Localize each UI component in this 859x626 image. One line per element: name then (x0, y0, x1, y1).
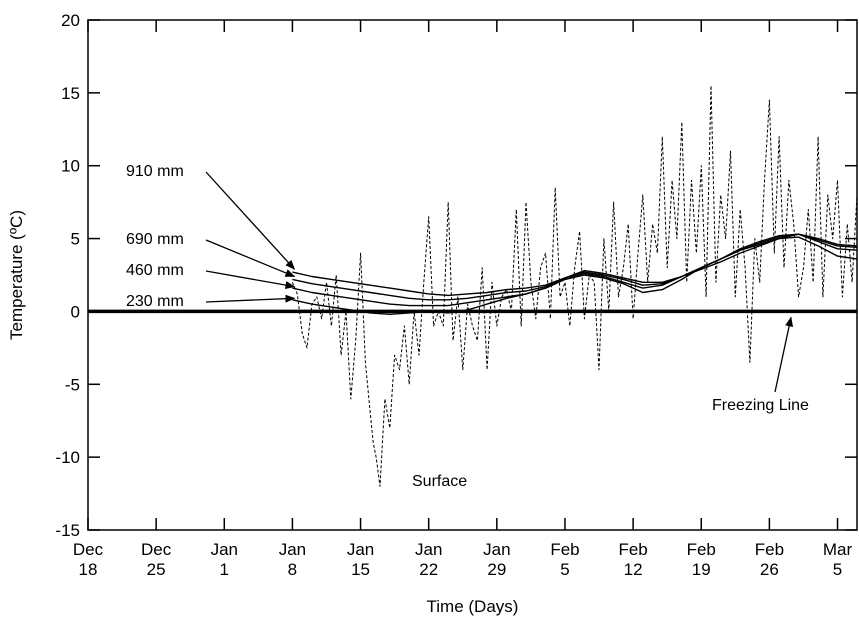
x-tick-label-month: Feb (755, 540, 784, 559)
x-tick-label-day: 5 (560, 560, 569, 579)
arrow-230mm (205, 294, 296, 303)
x-tick-label-day: 18 (79, 560, 98, 579)
x-tick-label-month: Jan (211, 540, 238, 559)
plot-frame (87, 19, 858, 531)
x-tick-label-month: Jan (347, 540, 374, 559)
x-tick-label-month: Feb (618, 540, 647, 559)
series-line-690-mm (292, 233, 858, 301)
annotation-690mm: 690 mm (126, 231, 184, 248)
series-layer (291, 85, 858, 487)
x-tick-label-month: Jan (279, 540, 306, 559)
x-tick-label-day: 26 (760, 560, 779, 579)
y-tick-label: -10 (55, 448, 80, 467)
arrow-freezing-line (774, 316, 794, 393)
annotation-230mm: 230 mm (126, 293, 184, 310)
series-line-230-mm (292, 236, 858, 315)
y-tick-label: 20 (61, 11, 80, 30)
x-tick-label-month: Feb (550, 540, 579, 559)
x-tick-label-month: Feb (687, 540, 716, 559)
x-tick-label-month: Dec (141, 540, 172, 559)
y-axis-label: Temperature (ºC) (7, 210, 26, 340)
x-tick-label-month: Jan (483, 540, 510, 559)
series-line-910-mm (292, 233, 858, 297)
x-tick-label-month: Jan (415, 540, 442, 559)
annotation-910mm: 910 mm (126, 163, 184, 180)
annotation-460mm: 460 mm (126, 262, 184, 279)
annotation-freezing-line: Freezing Line (712, 397, 809, 414)
y-tick-label: 15 (61, 84, 80, 103)
x-tick-label-day: 19 (692, 560, 711, 579)
x-tick-label-day: 15 (351, 560, 370, 579)
x-tick-label-day: 8 (288, 560, 297, 579)
x-tick-label-day: 12 (624, 560, 643, 579)
y-tick-label: -5 (65, 375, 80, 394)
x-tick-label-day: 25 (147, 560, 166, 579)
series-line-surface (291, 85, 858, 487)
y-tick-label: -15 (55, 521, 80, 540)
arrow-690mm (205, 239, 296, 278)
annotation-layer: 910 mm 690 mm 460 mm 230 mm Surface Freezing … (126, 163, 809, 490)
arrow-910mm (205, 171, 296, 270)
x-tick-label-day: 1 (220, 560, 229, 579)
y-tick-label: 0 (71, 302, 80, 321)
y-tick-label: 5 (71, 230, 80, 249)
x-axis-label: Time (Days) (427, 597, 519, 616)
arrow-460mm (205, 270, 296, 290)
x-tick-label-month: Mar (823, 540, 853, 559)
x-tick-label-day: 29 (487, 560, 506, 579)
x-tick-label-month: Dec (73, 540, 104, 559)
y-tick-label: 10 (61, 157, 80, 176)
annotation-surface: Surface (412, 473, 467, 490)
x-tick-label-day: 22 (419, 560, 438, 579)
series-line-460-mm (292, 233, 858, 307)
x-axis-ticks: Dec18Dec25Jan1Jan8Jan15Jan22Jan29Feb5Feb… (73, 20, 853, 579)
x-tick-label-day: 5 (833, 560, 842, 579)
